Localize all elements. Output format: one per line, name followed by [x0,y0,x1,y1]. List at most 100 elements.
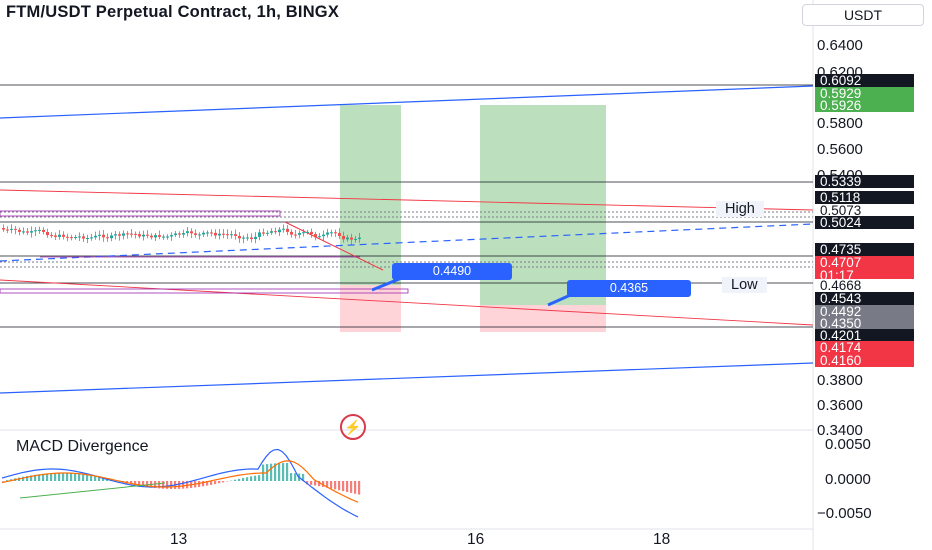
price-axis-label: 0.3800 [817,372,863,389]
macd-histogram-bar [342,481,345,492]
macd-histogram-bar [234,479,237,481]
trend-upper-line[interactable] [0,189,814,211]
range-box-low[interactable] [0,288,409,294]
candle [114,234,117,236]
candle [306,231,309,233]
candle [302,232,305,234]
candle [222,233,225,235]
candle [282,228,285,230]
candle [102,234,105,238]
macd-histogram-bar [282,463,285,481]
candle [198,234,201,236]
candle [226,234,229,236]
candle [350,237,353,240]
macd-histogram-bar [130,481,133,485]
macd-histogram-bar [258,475,261,481]
macd-histogram-bar [346,481,349,493]
trend-descending-line[interactable] [284,221,384,271]
candle [126,233,129,235]
price-callout[interactable]: 0.4490 [392,263,512,280]
candle [10,228,13,230]
candle [94,235,97,238]
stop-zone-1[interactable] [340,285,401,332]
macd-histogram-bar [70,473,73,481]
macd-histogram-bar [274,463,277,481]
price-tag: 0.5118 [815,191,914,204]
candle [202,232,205,235]
candle [230,234,233,236]
candle [174,233,177,236]
macd-histogram-bar [102,478,105,481]
price-tag: 0.5929 [815,87,914,100]
candle [346,237,349,240]
candle [218,233,221,236]
low-label: Low [722,277,767,293]
time-axis-label: 18 [653,531,671,548]
macd-histogram-bar [142,481,145,487]
channel-mid-line[interactable] [0,223,814,262]
candle [42,229,45,232]
candle [50,235,53,237]
candle [342,235,345,240]
macd-histogram-bar [178,481,181,489]
macd-histogram-bar [26,476,29,481]
macd-histogram-bar [42,473,45,481]
candle [122,233,125,236]
indicator-title[interactable]: MACD Divergence [16,438,149,455]
macd-histogram-bar [314,481,317,486]
candle [6,229,9,231]
macd-histogram-bar [58,473,61,481]
macd-histogram-bar [338,481,341,491]
macd-histogram-bar [202,481,205,487]
macd-histogram-bar [238,478,241,481]
channel-upper-line[interactable] [0,85,814,119]
candle [294,234,297,236]
candle [206,232,209,234]
candle [326,232,329,235]
macd-histogram-bar [242,478,245,481]
macd-histogram-bar [278,463,281,481]
macd-histogram-bar [218,481,221,484]
candle [182,233,185,235]
candle [162,236,165,238]
trend-lower-line[interactable] [0,279,814,326]
price-tag-countdown: 01:17 [815,269,914,282]
macd-histogram-bar [330,481,333,489]
price-axis-label: 0.3600 [817,397,863,414]
price-callout[interactable]: 0.4365 [567,280,691,297]
range-box-high[interactable] [0,210,281,217]
macd-histogram-bar [94,476,97,481]
candle [338,232,341,236]
candle [130,233,133,235]
macd-histogram-bar [310,481,313,485]
macd-histogram-bar [50,473,53,481]
currency-button[interactable]: USDT [802,4,924,26]
candle [238,236,241,239]
macd-histogram-bar [354,481,357,494]
candle [66,236,69,238]
candle [322,234,325,237]
candle [354,238,357,240]
candle [214,232,217,236]
bolt-icon[interactable]: ⚡ [340,414,366,440]
macd-histogram-bar [326,481,329,488]
macd-histogram-bar [334,481,337,490]
macd-histogram-bar [158,481,161,489]
macd-histogram-bar [322,481,325,487]
price-tag-current: 0.4707 [815,256,914,269]
candle [86,238,89,240]
channel-lower-line[interactable] [0,362,814,394]
macd-histogram-bar [90,475,93,481]
price-tag: 0.5073 [815,204,914,217]
candle [242,237,245,239]
candle [150,235,153,238]
macd-axis-label: 0.0050 [825,436,871,453]
candle [18,229,21,232]
stop-zone-2[interactable] [480,305,606,332]
macd-histogram-bar [146,481,149,488]
macd-histogram-bar [226,481,229,482]
macd-histogram-bar [54,473,57,481]
candle [14,228,17,230]
target-zone-1[interactable] [340,105,401,285]
